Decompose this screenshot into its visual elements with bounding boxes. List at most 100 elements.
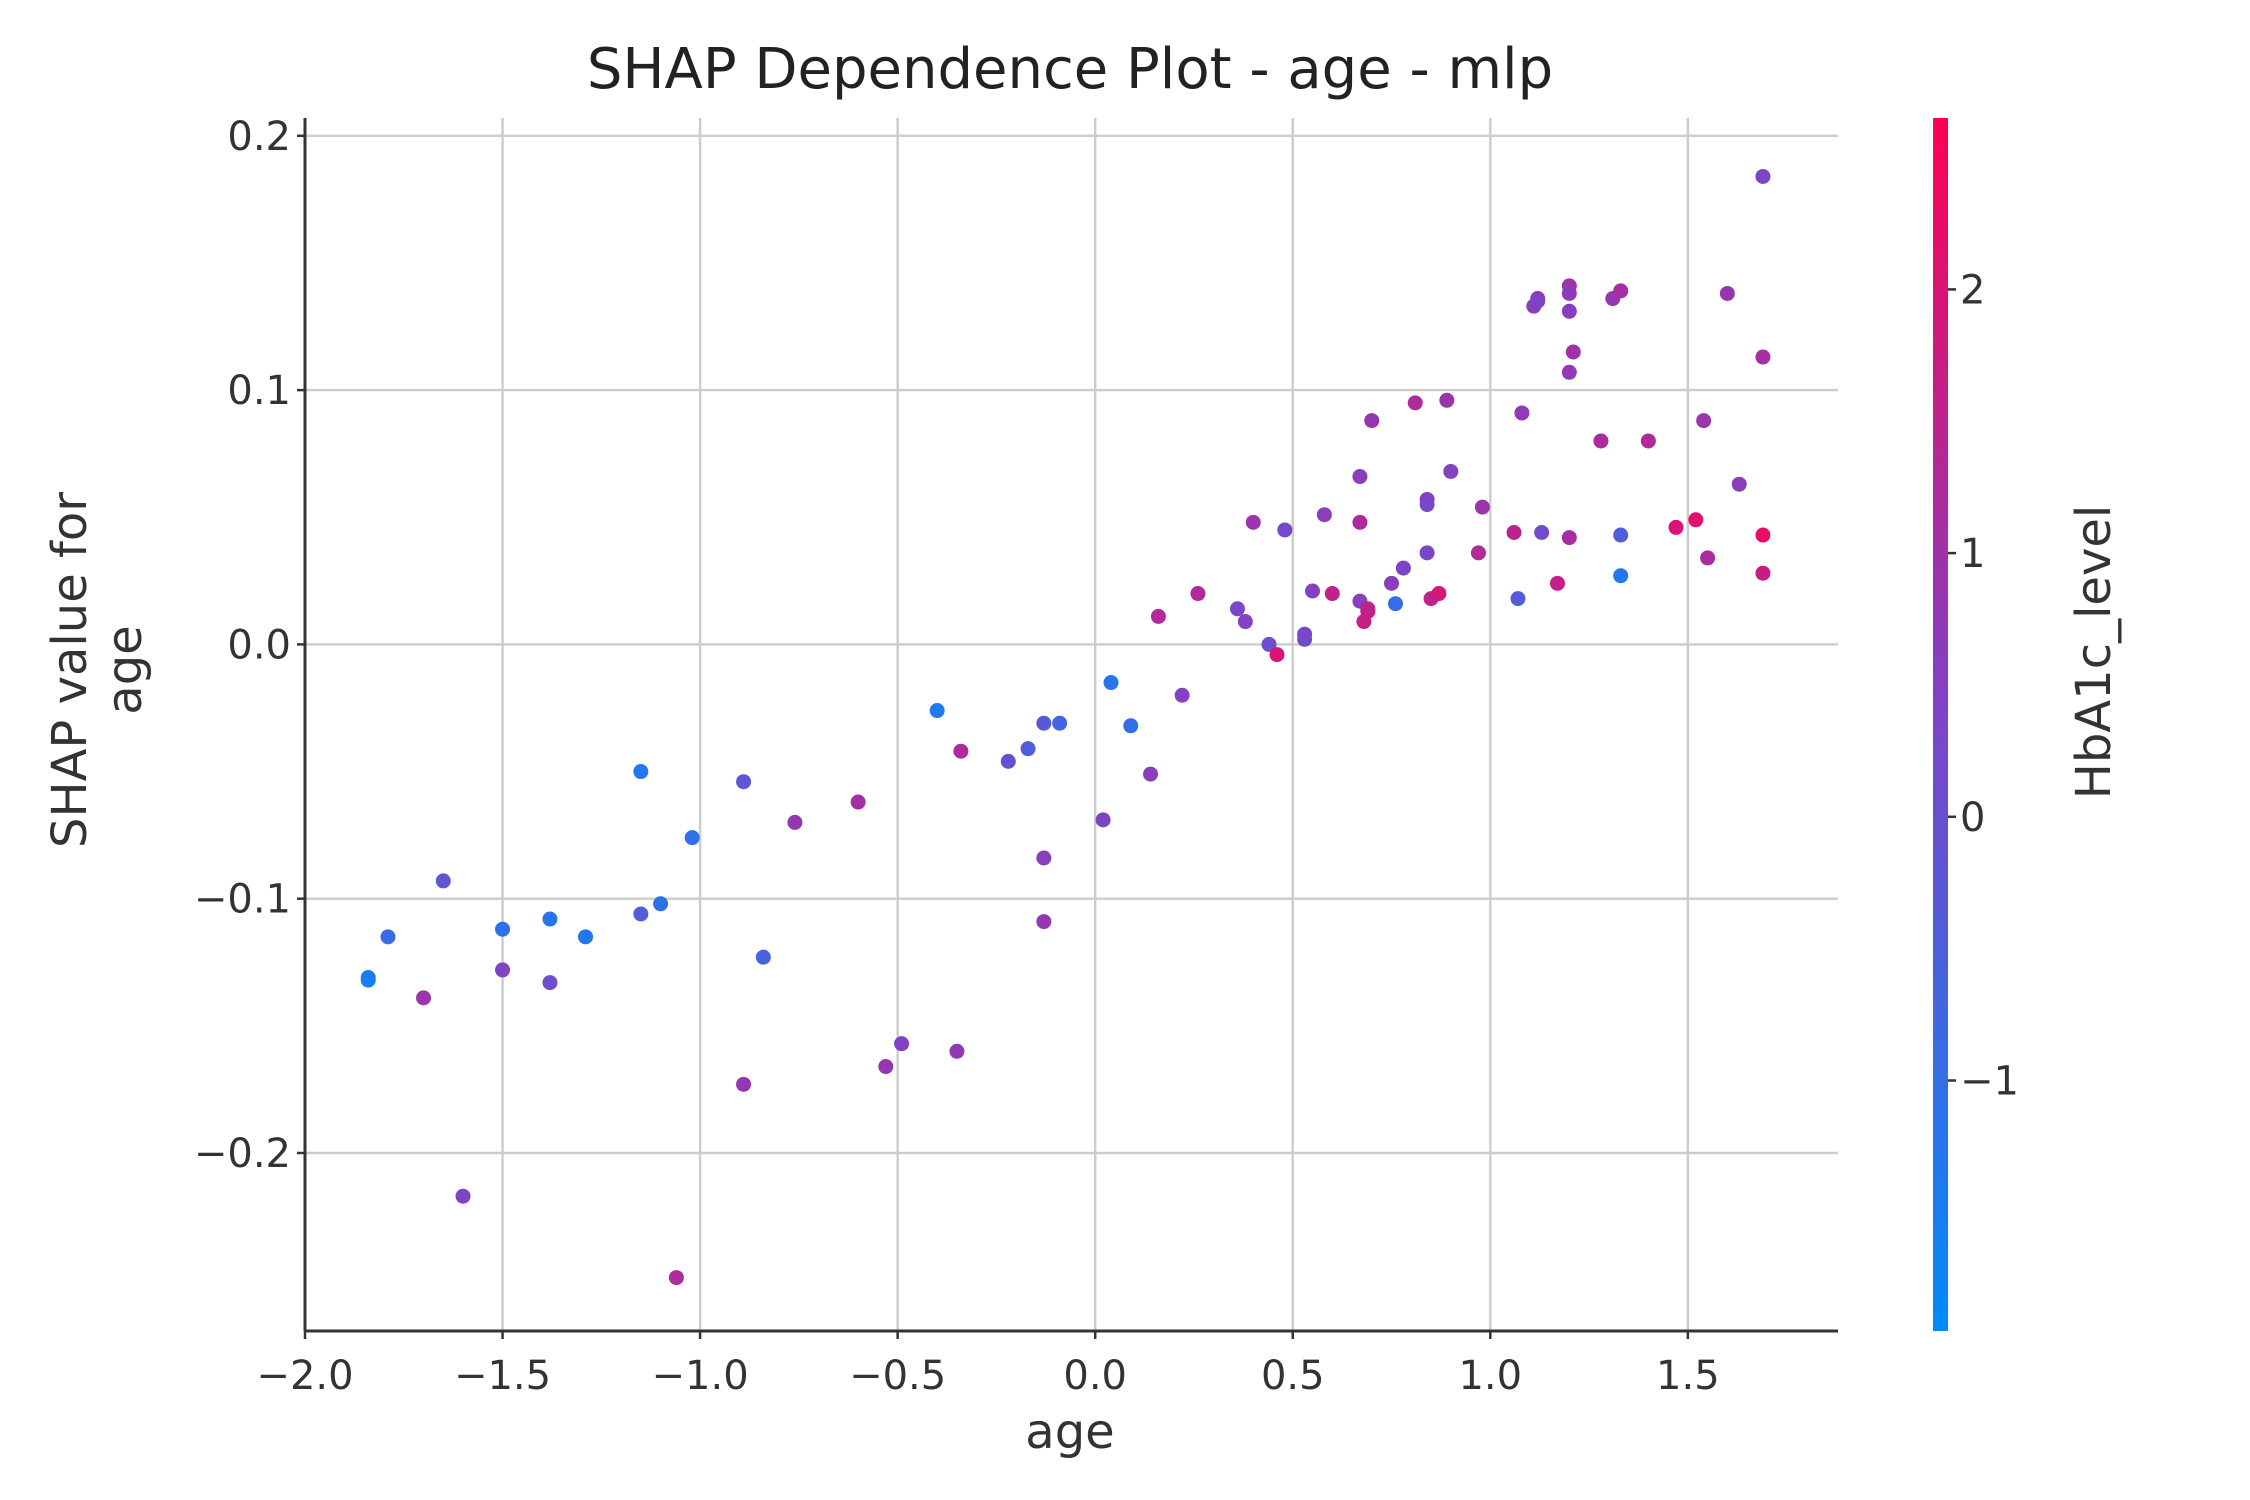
data-point [1530,293,1546,309]
data-point [1561,303,1577,319]
data-point [1549,575,1565,591]
data-point [1324,586,1340,602]
y-tick-label: 0.0 [227,622,291,668]
data-point [578,929,594,945]
data-point [435,873,451,889]
data-point [1419,545,1435,561]
y-axis-label: SHAP value forage [42,492,153,848]
data-point [1443,463,1459,479]
colorbar-label: HbA1c_level [2066,505,2122,799]
data-point [668,1270,684,1286]
data-point [1696,413,1712,429]
x-tick-labels: −2.0 −1.5 −1.0 −0.5 0.0 0.5 1.0 1.5 [256,1353,1719,1399]
x-tick-label: 1.0 [1458,1353,1522,1399]
data-point [1565,344,1581,360]
data-point [1510,591,1526,607]
data-point [1439,392,1455,408]
data-point [1561,530,1577,546]
data-point [1297,626,1313,642]
data-point [1316,507,1332,523]
x-axis-label: age [1025,1404,1114,1460]
data-point [1395,560,1411,576]
colorbar-tick-labels: −1 0 1 2 [1948,267,2019,1104]
data-point [953,743,969,759]
data-point [1123,718,1139,734]
data-point [1731,476,1747,492]
data-point [1640,433,1656,449]
data-point [1514,405,1530,421]
data-point [929,703,945,719]
data-point [787,814,803,830]
data-point [1387,596,1403,612]
colorbar [1933,118,1948,1331]
data-point [1000,753,1016,769]
data-point [1419,497,1435,513]
data-point [495,962,511,978]
colorbar-tick-label: 1 [1960,531,1985,577]
x-tick-label: 0.0 [1063,1353,1127,1399]
data-point [1613,568,1629,584]
y-tick-label: −0.1 [194,877,291,923]
data-point [1237,614,1253,630]
data-point [1755,349,1771,365]
x-tick-label: 1.5 [1656,1353,1720,1399]
y-axis-label-line: age [97,625,153,714]
data-point [1755,527,1771,543]
data-point [1261,636,1277,652]
data-point [1364,413,1380,429]
data-point [1103,675,1119,691]
data-point [1036,914,1052,930]
data-point [633,764,649,780]
data-point [1719,285,1735,301]
data-point [1269,647,1285,663]
x-tick-label: −1.0 [652,1353,749,1399]
data-point [894,1036,910,1052]
colorbar-tick-label: −1 [1960,1058,2019,1104]
data-point [1755,565,1771,581]
y-tick-label: 0.2 [227,114,291,160]
data-point [653,896,669,912]
data-point [360,972,376,988]
data-point [495,921,511,937]
data-point [1561,285,1577,301]
data-point [1407,395,1423,411]
data-point [1277,522,1293,538]
y-axis-label-line: SHAP value for [42,492,98,848]
data-point [1384,575,1400,591]
data-point [1020,741,1036,757]
data-point [380,929,396,945]
data-point [1561,364,1577,380]
data-point [878,1059,894,1075]
x-tick-label: −2.0 [256,1353,353,1399]
data-point [1613,283,1629,299]
data-point [1755,168,1771,184]
data-point [455,1188,471,1204]
data-point [542,975,558,991]
data-point [1150,608,1166,624]
x-tick-label: −0.5 [849,1353,946,1399]
data-point [1360,601,1376,617]
data-point [1506,525,1522,541]
data-point [416,990,432,1006]
data-point [755,949,771,965]
data-point [1036,850,1052,866]
data-point [1352,514,1368,530]
data-point [736,1076,752,1092]
data-point [1143,766,1159,782]
data-point [1229,601,1245,617]
data-point [1174,687,1190,703]
data-point [1305,583,1321,599]
colorbar-tick-label: 2 [1960,267,1985,313]
y-tick-labels: −0.2 −0.1 0.0 0.1 0.2 [194,114,291,1177]
data-point [1593,433,1609,449]
data-point [1190,586,1206,602]
data-point [1668,519,1684,535]
data-point [1352,469,1368,485]
data-point [633,906,649,922]
data-point [1431,586,1447,602]
data-point [1245,514,1261,530]
scatter-points [360,168,1771,1286]
y-tick-label: −0.2 [194,1131,291,1177]
grid-lines [303,118,1838,1331]
